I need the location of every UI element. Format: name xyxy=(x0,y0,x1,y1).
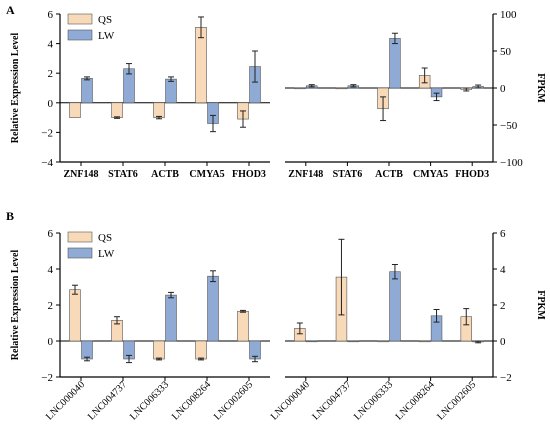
panel-a-label: A xyxy=(6,3,15,17)
left-y-tick-label: −2 xyxy=(41,127,53,139)
right-bar-qs xyxy=(377,340,389,343)
left-bar-lw xyxy=(81,78,93,104)
right-bar-lw xyxy=(389,38,401,89)
left-y-tick-label: −2 xyxy=(41,372,53,384)
panel-a-chart: −4 −2 0 2 4 6 Relative Expression Level −100 −50… xyxy=(10,9,546,180)
right-y-tick-label: 100 xyxy=(500,9,517,21)
right-x-tick-label: LNC000040 xyxy=(269,379,312,422)
left-x-tick-label: CMYA5 xyxy=(189,169,224,180)
left-y-tick-label: 4 xyxy=(48,264,54,276)
left-bar-lw xyxy=(81,340,93,360)
left-y-axis-label: Relative Expression Level xyxy=(10,250,21,361)
left-x-tick-label: FHOD3 xyxy=(232,169,266,180)
right-bar-lw xyxy=(347,340,360,343)
left-bar-qs xyxy=(69,289,81,342)
legend-label-lw: LW xyxy=(98,30,115,42)
right-x-tick-label: ZNF148 xyxy=(288,169,323,180)
legend-swatch-lw xyxy=(67,29,93,41)
left-y-tick-label: 4 xyxy=(48,39,54,51)
left-bar-lw xyxy=(165,294,177,342)
right-y-tick-label: −50 xyxy=(500,120,518,132)
left-x-tick-label: LNC002605 xyxy=(212,379,255,422)
left-x-tick-label: STAT6 xyxy=(108,169,138,180)
left-x-tick-label: LNC008264 xyxy=(170,379,213,422)
left-y-tick-label: 6 xyxy=(48,9,54,21)
left-y-tick-label: −4 xyxy=(41,157,53,169)
left-x-tick-label: LNC006333 xyxy=(128,379,171,422)
left-y-tick-label: 2 xyxy=(48,300,54,312)
legend-label-lw: LW xyxy=(98,248,115,260)
legend-swatch-qs xyxy=(67,231,93,243)
right-x-tick-label: LNC004737 xyxy=(310,379,353,422)
left-bar-lw xyxy=(207,275,219,342)
right-y-axis-label: FPKM xyxy=(535,73,546,103)
legend-swatch-lw xyxy=(67,247,93,259)
right-bar-qs xyxy=(418,340,431,343)
left-y-axis-label: Relative Expression Level xyxy=(10,33,21,144)
legend-label-qs: QS xyxy=(98,14,112,26)
left-x-tick-label: ACTB xyxy=(151,169,179,180)
right-x-tick-label: LNC008264 xyxy=(394,379,437,422)
right-y-tick-label: 6 xyxy=(500,228,506,240)
left-bar-qs xyxy=(237,310,249,342)
left-x-tick-label: ZNF148 xyxy=(64,169,99,180)
left-y-tick-label: 6 xyxy=(48,228,54,240)
left-bar-qs xyxy=(153,102,165,118)
right-y-tick-label: 2 xyxy=(500,300,506,312)
right-y-tick-label: −100 xyxy=(500,157,523,169)
right-x-tick-label: CMYA5 xyxy=(413,169,448,180)
right-x-tick-label: LNC006333 xyxy=(352,379,395,422)
right-y-tick-label: 4 xyxy=(500,264,506,276)
panel-b-chart: −2 0 2 4 6 Relative Expression Level −2 0 2 4 6 FPK… xyxy=(10,228,546,422)
right-bar-lw xyxy=(389,271,401,342)
legend-label-qs: QS xyxy=(98,232,112,244)
right-y-tick-label: 0 xyxy=(500,336,506,348)
left-bar-qs xyxy=(153,340,165,360)
right-x-tick-label: FHOD3 xyxy=(455,169,489,180)
left-bar-qs xyxy=(111,102,123,118)
left-bar-qs xyxy=(195,27,207,104)
left-bar-qs xyxy=(69,102,81,118)
right-y-tick-label: 0 xyxy=(500,83,506,95)
right-x-tick-label: ACTB xyxy=(375,169,403,180)
right-bar-lw xyxy=(306,340,318,343)
left-bar-lw xyxy=(165,78,177,104)
left-x-tick-label: LNC004737 xyxy=(86,379,129,422)
right-bar-qs xyxy=(335,87,348,90)
panel-b-label: B xyxy=(6,209,14,223)
right-bar-qs xyxy=(294,87,306,90)
right-x-tick-label: STAT6 xyxy=(333,169,363,180)
left-bar-qs xyxy=(195,340,207,360)
left-y-tick-label: 0 xyxy=(48,336,54,348)
left-y-tick-label: 0 xyxy=(48,98,54,110)
right-y-axis-label: FPKM xyxy=(535,290,546,320)
left-x-tick-label: LNC000040 xyxy=(44,379,87,422)
right-y-tick-label: 50 xyxy=(500,46,512,58)
left-y-tick-label: 2 xyxy=(48,68,54,80)
right-x-tick-label: LNC002605 xyxy=(435,379,478,422)
right-y-tick-label: −2 xyxy=(500,372,512,384)
legend-swatch-qs xyxy=(67,13,93,25)
